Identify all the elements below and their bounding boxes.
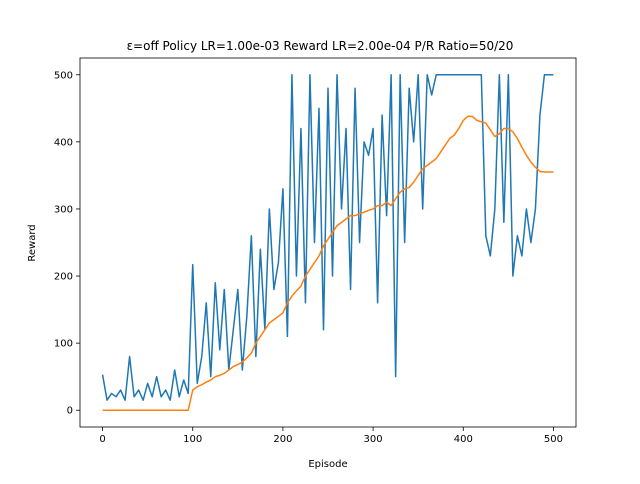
x-tick-label: 300 xyxy=(364,434,383,445)
x-tick-label: 100 xyxy=(183,434,202,445)
x-axis-label: Episode xyxy=(308,459,347,470)
x-tick-label: 500 xyxy=(544,434,563,445)
x-tick-label: 0 xyxy=(99,434,105,445)
plot-frame xyxy=(79,57,577,428)
y-tick-label: 500 xyxy=(54,70,73,81)
x-tick-label: 200 xyxy=(273,434,292,445)
chart-title: ε=off Policy LR=1.00e-03 Reward LR=2.00e… xyxy=(127,39,514,53)
y-tick-label: 0 xyxy=(67,406,73,417)
x-tick-label: 400 xyxy=(454,434,473,445)
y-axis-label: Reward xyxy=(27,224,38,261)
y-tick-label: 100 xyxy=(54,339,73,350)
y-tick-label: 300 xyxy=(54,204,73,215)
data-line xyxy=(101,74,554,401)
y-tick-label: 400 xyxy=(54,137,73,148)
data-line xyxy=(102,115,554,411)
y-tick-label: 200 xyxy=(54,272,73,283)
